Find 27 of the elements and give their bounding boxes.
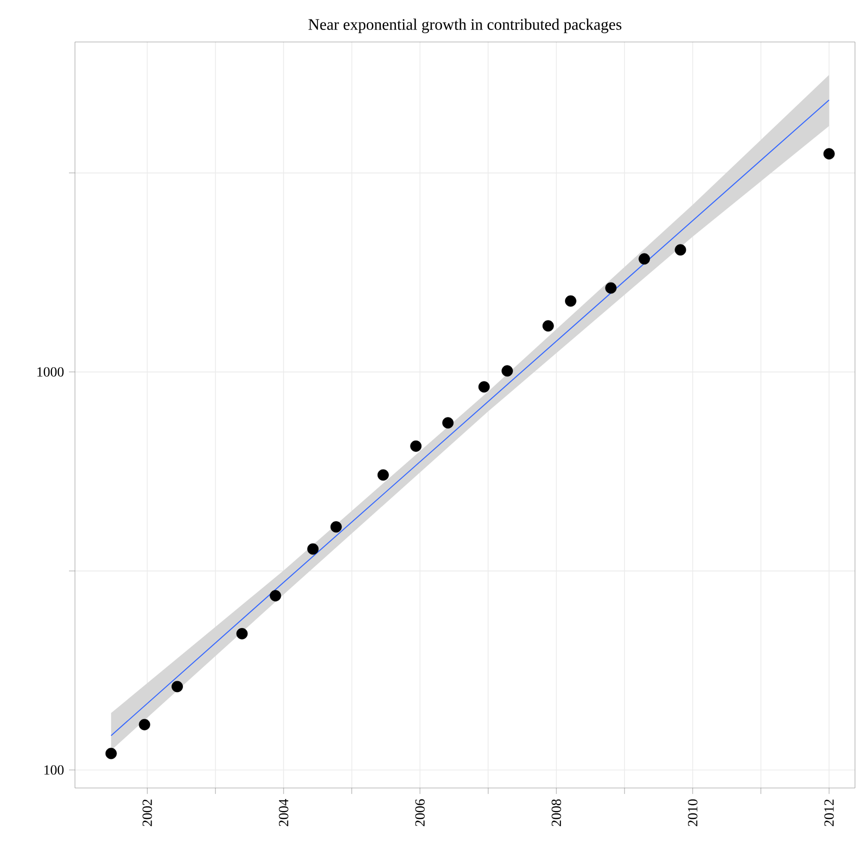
y-tick-label: 100 [44, 765, 64, 775]
point [270, 590, 282, 602]
x-tick-label: 2012 [824, 800, 834, 826]
point [138, 718, 150, 730]
point [172, 680, 183, 692]
point [565, 295, 576, 307]
point [638, 253, 650, 265]
y-tick-label: 1000 [37, 367, 64, 377]
point [105, 748, 117, 760]
point [410, 440, 422, 452]
point [674, 244, 686, 256]
point [236, 628, 248, 640]
point [502, 365, 513, 377]
x-tick-label: 2008 [552, 799, 562, 826]
x-tick-label: 2004 [278, 799, 288, 826]
point [823, 148, 835, 160]
x-tick-label: 2002 [142, 800, 152, 826]
point [542, 320, 554, 332]
point [307, 543, 319, 555]
chart-title: Near exponential growth in contributed packages [308, 18, 622, 34]
point [605, 282, 617, 294]
point [442, 417, 454, 429]
x-tick-label: 2010 [688, 799, 698, 826]
point [377, 469, 389, 481]
point [478, 381, 490, 393]
x-tick-label: 2006 [415, 799, 425, 826]
point [330, 521, 342, 533]
